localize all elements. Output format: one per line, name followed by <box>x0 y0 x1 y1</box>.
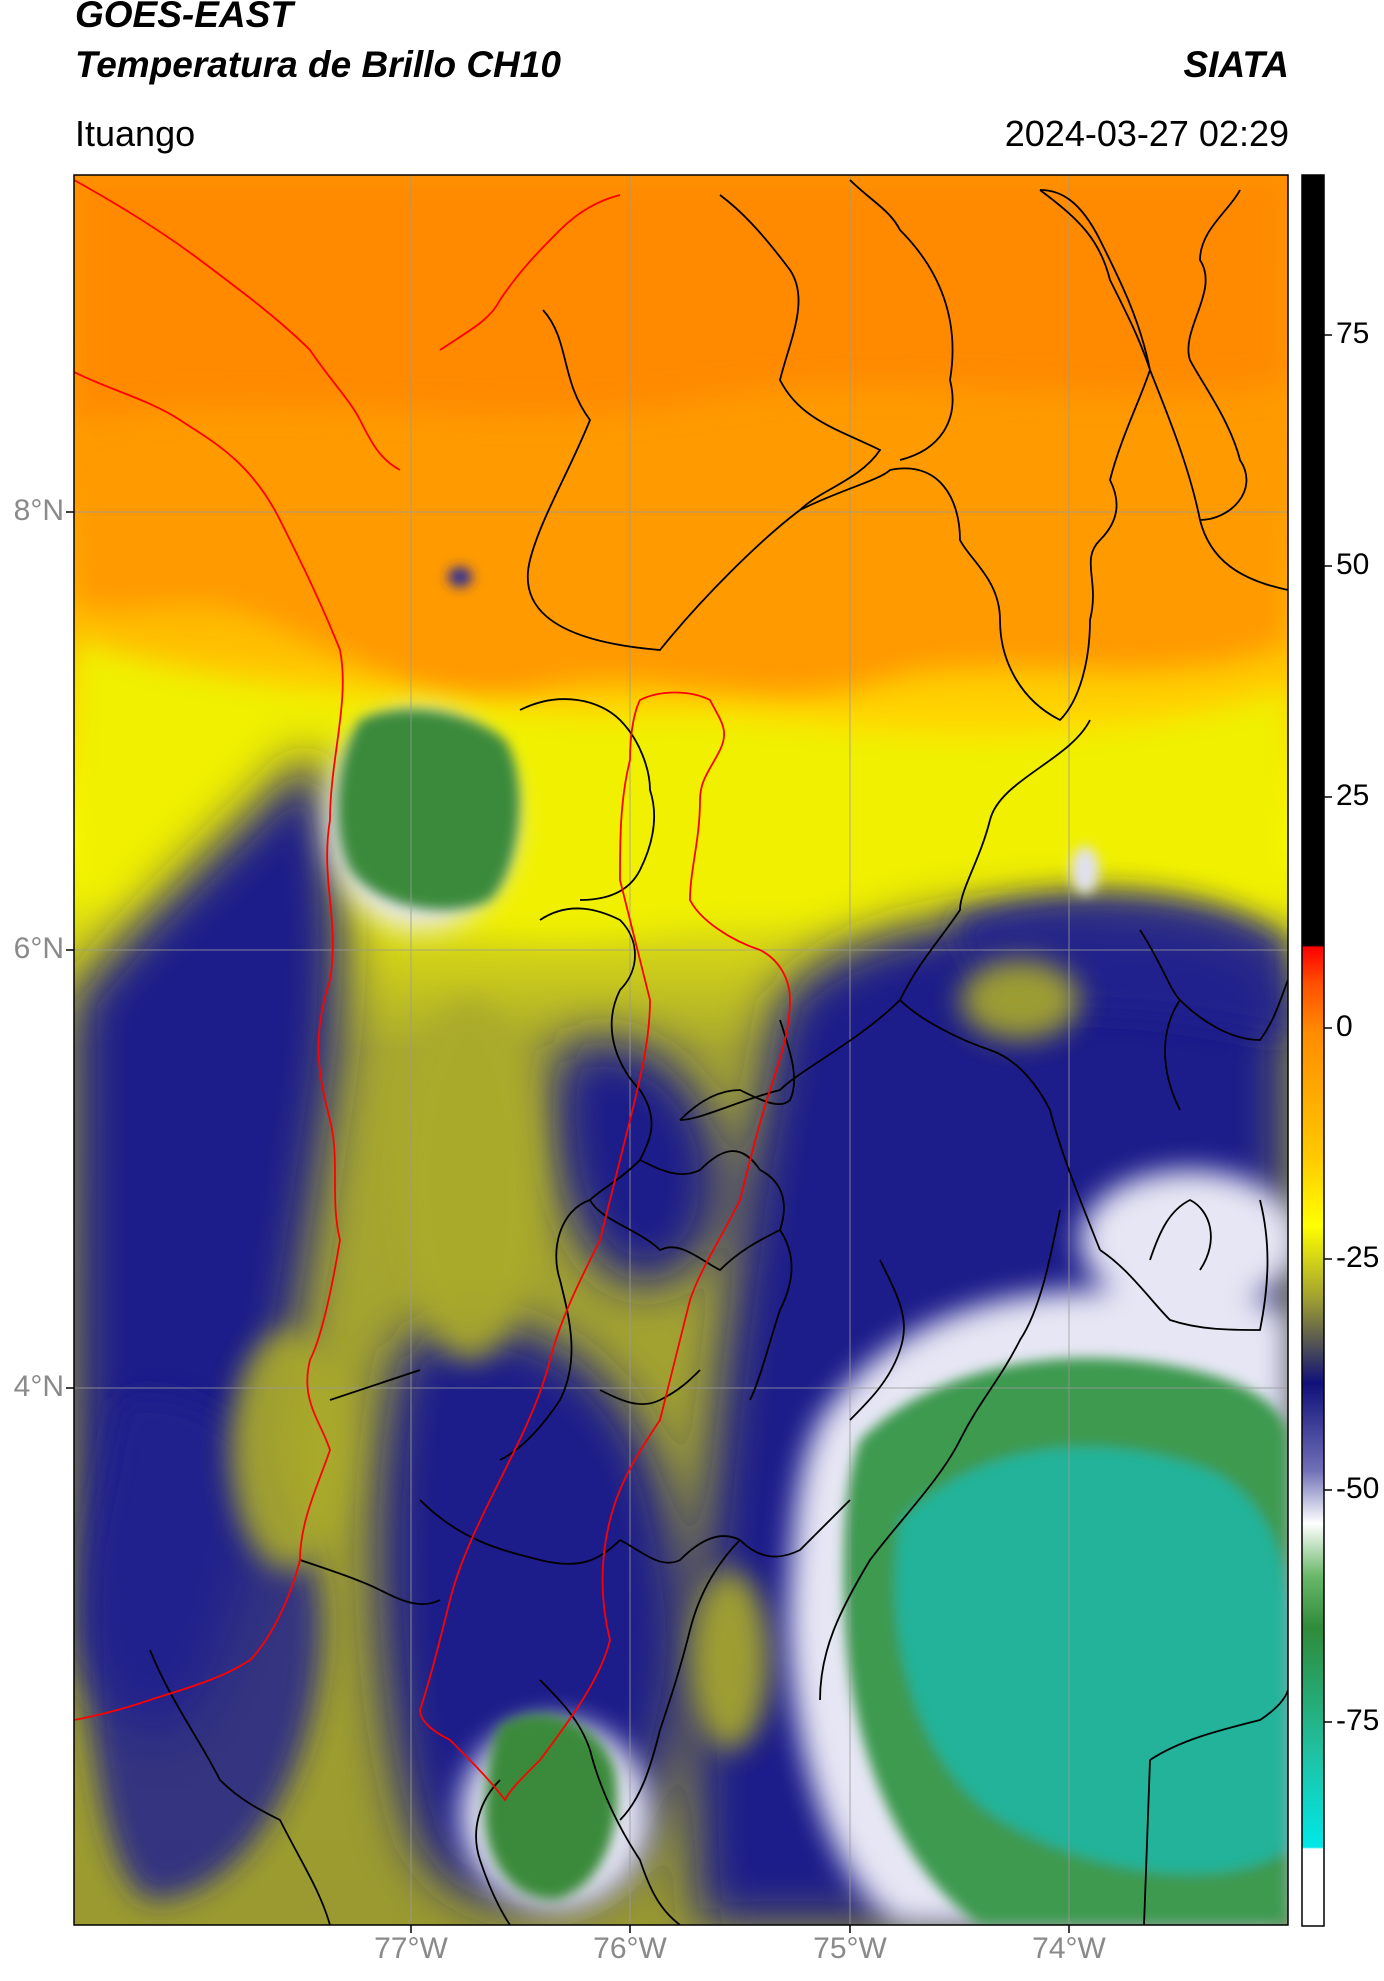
highlight-boundary <box>74 179 791 1802</box>
axis-ticks <box>66 511 1070 1933</box>
lon-label-74w: 74°W <box>1032 1932 1106 1965</box>
colorbar-label-minus75: -75 <box>1336 1704 1380 1737</box>
colorbar-label-75: 75 <box>1336 317 1370 350</box>
colorbar-label-minus50: -50 <box>1336 1472 1380 1505</box>
colorbar <box>1301 174 1332 1927</box>
colorbar-label-25: 25 <box>1336 779 1370 812</box>
colorbar-label-0: 0 <box>1336 1010 1353 1043</box>
colorbar-label-50: 50 <box>1336 548 1370 581</box>
map-frame <box>73 174 1289 1926</box>
colorbar-label-minus25: -25 <box>1336 1241 1380 1274</box>
title-product: Temperatura de Brillo CH10 <box>75 44 561 85</box>
lon-label-77w: 77°W <box>374 1932 448 1965</box>
title-satellite: GOES-EAST <box>75 0 293 35</box>
lat-label-4n: 4°N <box>13 1370 64 1403</box>
brightness-temperature-field <box>74 175 1288 1925</box>
lat-label-8n: 8°N <box>13 494 64 527</box>
timestamp-label: 2024-03-27 02:29 <box>1004 113 1289 154</box>
lat-label-6n: 6°N <box>13 932 64 965</box>
lon-label-76w: 76°W <box>593 1932 667 1965</box>
department-borders <box>149 179 1288 1925</box>
region-label: Ituango <box>75 113 196 154</box>
lon-label-75w: 75°W <box>813 1932 887 1965</box>
agency-label: SIATA <box>1183 44 1289 85</box>
